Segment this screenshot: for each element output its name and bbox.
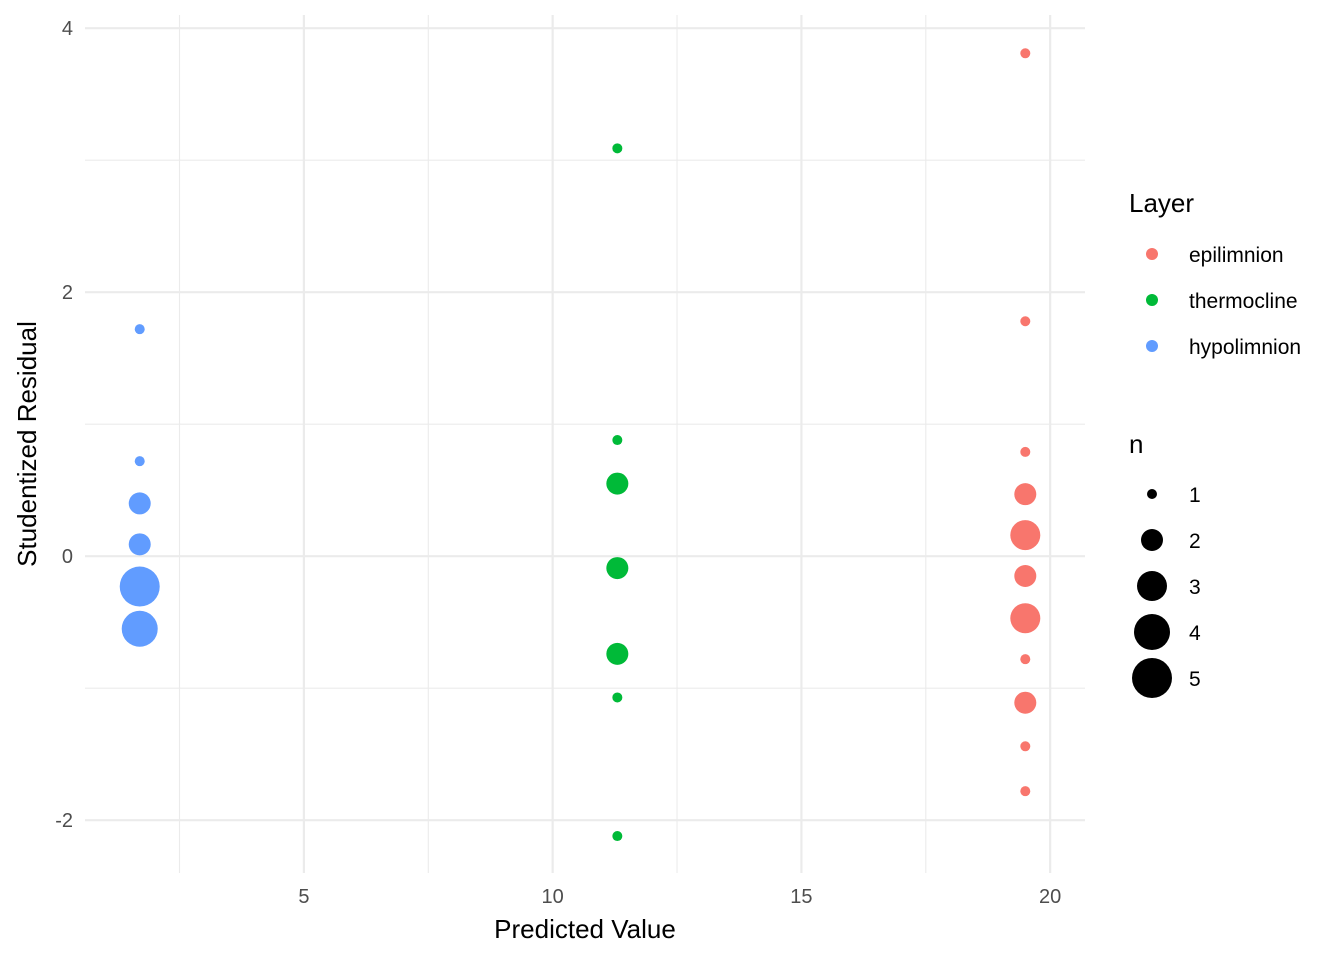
point-hypolimnion xyxy=(134,456,145,467)
point-thermocline xyxy=(606,642,629,665)
point-hypolimnion xyxy=(128,533,151,556)
legend-n-title: n xyxy=(1129,429,1143,459)
point-thermocline xyxy=(612,435,623,446)
legend-size-key xyxy=(1134,614,1170,650)
point-thermocline xyxy=(612,831,623,842)
point-thermocline xyxy=(612,692,623,703)
legend-size-key xyxy=(1141,529,1163,551)
legend-size-key xyxy=(1132,658,1172,698)
y-axis-title: Studentized Residual xyxy=(12,321,42,567)
legend-size-label: 3 xyxy=(1189,576,1201,599)
legend-size-key xyxy=(1147,489,1157,499)
legend-layer: Layer epilimnion thermocline hypolimnion xyxy=(1129,188,1301,359)
legend-label-hypolimnion: hypolimnion xyxy=(1189,336,1301,359)
x-tick-label: 10 xyxy=(542,886,564,908)
point-epilimnion xyxy=(1020,786,1031,797)
legend-size-label: 4 xyxy=(1189,622,1201,645)
point-epilimnion xyxy=(1010,520,1041,551)
point-epilimnion xyxy=(1014,691,1037,714)
legend-label-epilimnion: epilimnion xyxy=(1189,244,1284,267)
y-tick-label: 4 xyxy=(62,18,73,40)
legend-key-hypolimnion xyxy=(1146,340,1158,352)
legend-key-thermocline xyxy=(1146,294,1158,306)
point-epilimnion xyxy=(1020,741,1031,752)
grid-major xyxy=(85,15,1085,873)
x-tick-label: 5 xyxy=(298,886,309,908)
point-epilimnion xyxy=(1020,48,1031,59)
y-tick-label: -2 xyxy=(55,810,73,832)
point-hypolimnion xyxy=(128,492,151,515)
data-points xyxy=(119,48,1041,842)
grid-minor xyxy=(85,15,1085,873)
legend-size-label: 1 xyxy=(1189,484,1201,507)
legend-key-epilimnion xyxy=(1146,248,1158,260)
point-epilimnion xyxy=(1020,316,1031,327)
y-axis-tick-labels: -2 0 2 4 xyxy=(55,18,73,832)
point-epilimnion xyxy=(1014,483,1037,506)
legend-n: n 1 2 3 4 5 xyxy=(1129,429,1201,698)
point-hypolimnion xyxy=(121,610,158,647)
x-axis-tick-labels: 5 10 15 20 xyxy=(298,886,1061,908)
legend-layer-title: Layer xyxy=(1129,188,1194,218)
x-tick-label: 15 xyxy=(790,886,812,908)
point-epilimnion xyxy=(1020,654,1031,665)
point-thermocline xyxy=(606,472,629,495)
x-axis-title: Predicted Value xyxy=(494,914,676,944)
point-epilimnion xyxy=(1010,603,1041,634)
legend-size-label: 2 xyxy=(1189,530,1201,553)
point-epilimnion xyxy=(1020,446,1031,457)
point-hypolimnion xyxy=(134,324,145,335)
x-tick-label: 20 xyxy=(1039,886,1061,908)
point-thermocline xyxy=(606,557,629,580)
legend-size-key xyxy=(1137,571,1167,601)
y-tick-label: 0 xyxy=(62,546,73,568)
point-epilimnion xyxy=(1014,565,1037,587)
legend-label-thermocline: thermocline xyxy=(1189,290,1298,313)
legend-size-label: 5 xyxy=(1189,668,1201,691)
point-thermocline xyxy=(612,143,623,154)
point-hypolimnion xyxy=(119,566,160,607)
y-tick-label: 2 xyxy=(62,282,73,304)
